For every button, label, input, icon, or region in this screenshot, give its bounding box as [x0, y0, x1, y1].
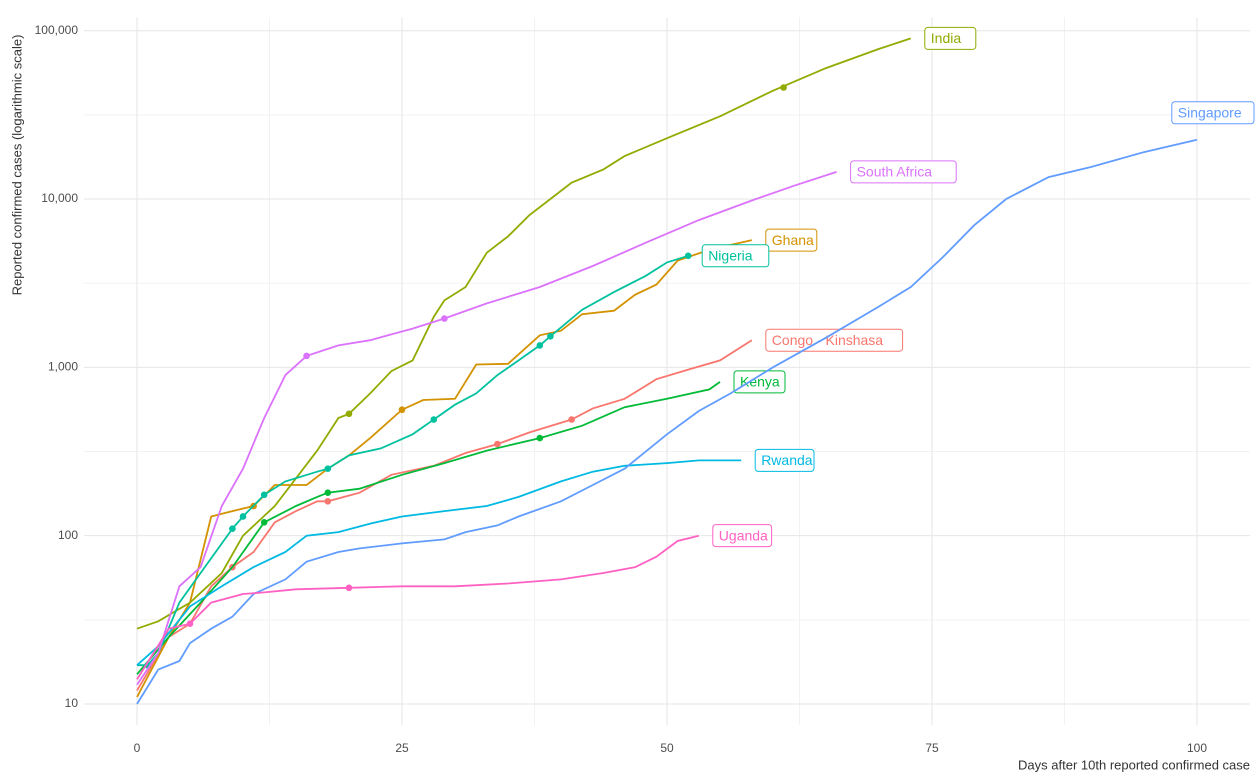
series-label: Nigeria [708, 248, 753, 264]
series-line [136, 534, 700, 680]
series-line [136, 339, 753, 692]
series-line [136, 381, 721, 675]
event-dot [536, 434, 544, 442]
x-tick-label: 0 [134, 741, 141, 755]
event-dot [303, 352, 310, 360]
event-dot [239, 513, 247, 520]
label-box [765, 328, 904, 352]
series-line [136, 239, 752, 698]
label-box [850, 160, 957, 184]
series-label: Rwanda [761, 452, 813, 468]
y-tick-label: 10,000 [41, 191, 78, 205]
event-dot [780, 84, 787, 91]
series-line [137, 254, 689, 667]
event-dot [324, 498, 332, 505]
label-box [765, 228, 818, 252]
label-box [754, 448, 815, 472]
event-dot [684, 252, 692, 260]
series-line [136, 138, 1198, 705]
event-dot [547, 332, 554, 340]
event-dot [186, 620, 194, 627]
event-dot [324, 465, 332, 472]
label-box [733, 370, 786, 394]
event-dot [260, 519, 268, 526]
event-dot [345, 584, 353, 592]
y-tick-label: 100 [58, 528, 78, 542]
event-dot [536, 342, 544, 349]
event-dot [324, 489, 332, 496]
y-tick-label: 10 [65, 696, 79, 710]
event-dot [229, 525, 236, 532]
series-line [136, 37, 912, 630]
series-label: India [931, 30, 962, 46]
series-label: Singapore [1178, 104, 1242, 120]
label-box [712, 524, 773, 548]
x-axis-title: Days after 10th reported confirmed case [1018, 757, 1250, 772]
label-box [1171, 101, 1255, 125]
series-line [136, 171, 837, 686]
event-dot [441, 315, 448, 322]
x-tick-label: 100 [1187, 741, 1207, 755]
event-dot [568, 416, 575, 423]
event-dot [345, 410, 353, 418]
event-dot [398, 406, 406, 414]
series-line [136, 459, 742, 666]
event-dot [430, 416, 438, 423]
y-tick-label: 1,000 [48, 360, 78, 374]
event-dot [260, 491, 268, 499]
label-box [924, 26, 977, 50]
series-label: Uganda [719, 527, 768, 543]
x-tick-label: 75 [925, 741, 939, 755]
series-label: Ghana [772, 232, 814, 248]
y-tick-label: 100,000 [35, 23, 79, 37]
x-tick-label: 50 [660, 741, 674, 755]
series-label: Kenya [740, 374, 780, 390]
y-axis-title: Reported confirmed cases (logarithmic sc… [9, 35, 24, 296]
series-label: South Africa [857, 164, 933, 180]
event-dot [494, 440, 501, 448]
grid [84, 17, 1250, 725]
x-tick-label: 25 [395, 741, 409, 755]
series-label: Congo - Kinshasa [772, 332, 884, 348]
label-box [701, 244, 770, 268]
